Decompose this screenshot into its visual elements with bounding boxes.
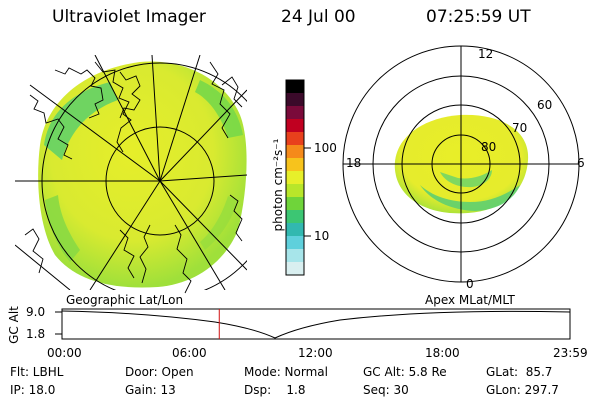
glon-info: GLon: 297.7 bbox=[486, 383, 559, 397]
geographic-image bbox=[15, 55, 247, 294]
colorbar-swatch bbox=[286, 184, 304, 198]
x-tick-2359: 23:59 bbox=[553, 346, 588, 360]
colorbar-swatch bbox=[286, 132, 304, 146]
mlt-label-6: 6 bbox=[577, 156, 585, 170]
gc-alt-axis-label: GC Alt bbox=[7, 306, 21, 344]
apex-mlat-mlt-label: Apex MLat/MLT bbox=[425, 293, 515, 307]
colorbar-tick-100: 100 bbox=[314, 141, 337, 155]
colorbar-swatch bbox=[286, 249, 304, 263]
lat-label-60: 60 bbox=[537, 98, 553, 112]
colorbar-swatch bbox=[286, 171, 304, 185]
y-tick-9: 9.0 bbox=[26, 305, 46, 319]
colorbar bbox=[285, 79, 305, 276]
colorbar-ticks bbox=[304, 147, 311, 237]
lat-label-70: 70 bbox=[512, 121, 528, 135]
door-info: Door: Open bbox=[125, 365, 194, 379]
mlt-label-18: 18 bbox=[346, 156, 362, 170]
colorbar-swatch bbox=[286, 119, 304, 133]
x-tick-0000: 00:00 bbox=[47, 346, 82, 360]
geographic-lat-lon-label: Geographic Lat/Lon bbox=[66, 293, 184, 307]
seq-info: Seq: 30 bbox=[363, 383, 409, 397]
filter-info: Flt: LBHL bbox=[10, 365, 64, 379]
colorbar-swatch bbox=[286, 80, 304, 94]
gain-info: Gain: 13 bbox=[125, 383, 176, 397]
colorbar-swatch bbox=[286, 197, 304, 211]
lat-label-80: 80 bbox=[481, 140, 497, 154]
dsp-info: Dsp: 1.8 bbox=[244, 383, 306, 397]
date-label: 24 Jul 00 bbox=[281, 7, 356, 27]
colorbar-swatch bbox=[286, 93, 304, 107]
ip-info: IP: 18.0 bbox=[10, 383, 56, 397]
colorbar-frame bbox=[285, 79, 305, 276]
altitude-curve bbox=[61, 310, 571, 339]
gc-alt-info: GC Alt: 5.8 Re bbox=[363, 365, 447, 379]
colorbar-swatch bbox=[286, 106, 304, 120]
colorbar-swatch bbox=[286, 236, 304, 250]
mode-info: Mode: Normal bbox=[244, 365, 328, 379]
colorbar-swatch bbox=[286, 223, 304, 237]
x-tick-1800: 18:00 bbox=[425, 346, 460, 360]
colorbar-swatch bbox=[286, 158, 304, 172]
mlt-label-12: 12 bbox=[478, 47, 494, 61]
x-tick-1200: 12:00 bbox=[298, 346, 333, 360]
mlt-label-0: 0 bbox=[466, 277, 474, 291]
time-label: 07:25:59 UT bbox=[426, 7, 531, 27]
colorbar-tick-10: 10 bbox=[314, 229, 330, 243]
colorbar-swatch bbox=[286, 145, 304, 159]
glat-info: GLat: 85.7 bbox=[486, 365, 553, 379]
colorbar-swatch bbox=[286, 262, 304, 276]
y-tick-1-8: 1.8 bbox=[26, 327, 46, 341]
x-tick-0600: 06:00 bbox=[172, 346, 207, 360]
coastlines bbox=[24, 61, 243, 294]
instrument-title: Ultraviolet Imager bbox=[52, 7, 206, 27]
polar-image bbox=[342, 45, 580, 283]
colorbar-swatch bbox=[286, 210, 304, 224]
colorbar-unit-label: photon cm⁻²s⁻¹ bbox=[271, 138, 285, 232]
timeline-plot bbox=[55, 308, 571, 340]
